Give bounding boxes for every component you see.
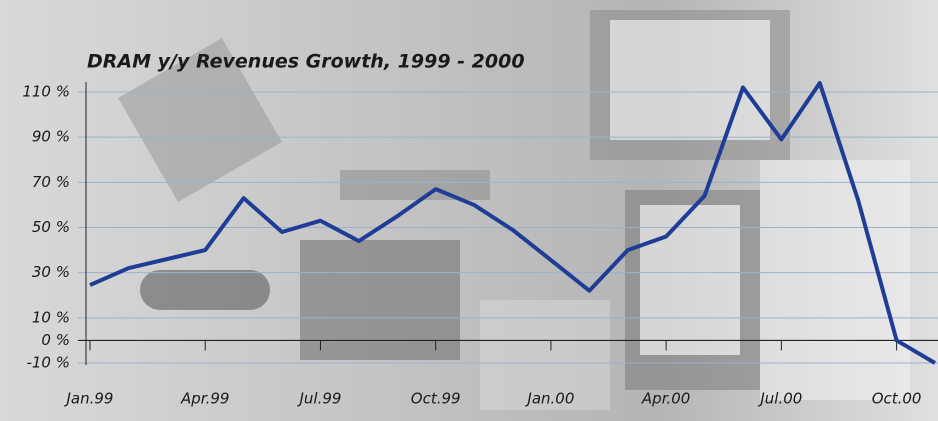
y-tick-label: 90 %: [32, 128, 70, 146]
y-tick-label: 10 %: [32, 308, 70, 326]
y-tick-label: 110 %: [22, 83, 70, 101]
y-tick-label: 70 %: [32, 173, 70, 191]
y-tick-label: -10 %: [26, 354, 70, 372]
y-tick-label: 0 %: [41, 331, 70, 349]
x-tick-label: Jan.00: [524, 390, 574, 408]
x-tick-label: Oct.99: [411, 390, 461, 408]
x-tick-label: Apr.00: [641, 390, 690, 408]
x-tick-label: Jul.00: [757, 390, 802, 408]
x-tick-label: Jan.99: [64, 390, 114, 408]
chart-title: DRAM y/y Revenues Growth, 1999 - 2000: [87, 51, 525, 73]
x-tick-label: Apr.99: [180, 390, 229, 408]
y-tick-label: 30 %: [32, 263, 70, 281]
x-tick-label: Jul.99: [296, 390, 341, 408]
x-tick-label: Oct.00: [872, 390, 922, 408]
y-tick-label: 50 %: [32, 218, 70, 236]
data-line: [89, 80, 937, 365]
